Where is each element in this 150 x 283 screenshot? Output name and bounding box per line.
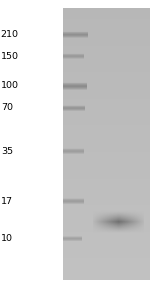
Text: 10: 10 bbox=[1, 233, 13, 243]
Text: 210: 210 bbox=[1, 30, 19, 39]
Text: 70: 70 bbox=[1, 103, 13, 112]
Text: 35: 35 bbox=[1, 147, 13, 156]
Text: 100: 100 bbox=[1, 82, 19, 91]
Text: 150: 150 bbox=[1, 52, 19, 61]
Text: 17: 17 bbox=[1, 197, 13, 206]
